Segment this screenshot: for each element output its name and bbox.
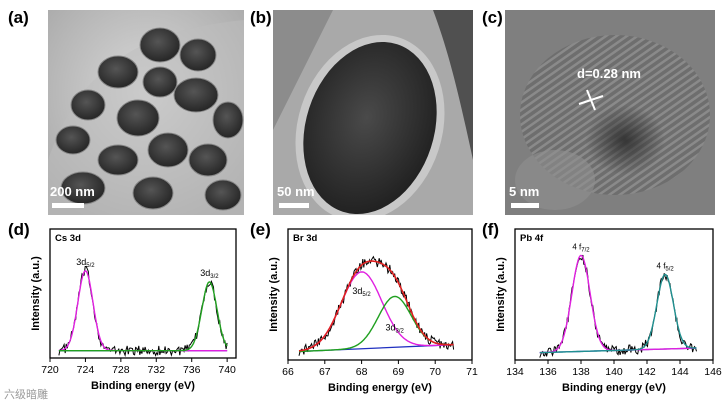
scale-label-c: 5 nm <box>509 184 540 199</box>
chart-2: 66 67 68 69 70 71 Binding energy (eV) Intensity… <box>268 228 478 394</box>
x-tick-label: 736 <box>183 364 201 376</box>
panel-label-d: (d) <box>8 220 30 239</box>
x-tick-label: 69 <box>393 366 405 378</box>
x-tick-label: 66 <box>282 366 294 378</box>
x-tick-label: 138 <box>572 366 590 378</box>
peak-label: 4 f7/2 <box>572 242 590 253</box>
panel-label-b: (b) <box>250 8 272 27</box>
tem-micrograph-c <box>505 10 715 215</box>
y-axis-label: Intensity (a.u.) <box>268 257 280 332</box>
panel-label-a: (a) <box>8 8 29 27</box>
chart-title: Pb 4f <box>520 233 544 244</box>
plot-frame <box>49 228 237 359</box>
chart-title: Br 3d <box>293 233 317 244</box>
tem-micrograph-b <box>273 10 473 215</box>
x-tick-label: 67 <box>319 366 331 378</box>
chart-3: 134 136 138 140 142 144 146 Binding energy (eV)… <box>495 228 722 394</box>
panel-label-f: (f) <box>482 220 499 239</box>
peak-label: 4 f5/2 <box>657 261 675 272</box>
chart-title: Cs 3d <box>55 233 81 244</box>
plot-frame <box>287 228 473 361</box>
x-tick-label: 720 <box>41 364 59 376</box>
peak-label: 3d5/2 <box>352 286 371 298</box>
scale-label-b: 50 nm <box>277 184 315 199</box>
x-tick-label: 140 <box>605 366 623 378</box>
panel-label-e: (e) <box>250 220 271 239</box>
fit-envelope <box>298 260 454 352</box>
peak-label: 3d5/2 <box>76 257 95 269</box>
fit-peak-2 <box>58 281 228 352</box>
tem-image-a: 200 nm <box>48 10 244 215</box>
chart-1: 720 724 728 732 736 740 Binding energy (eV) Int… <box>30 228 237 392</box>
x-axis-label: Binding energy (eV) <box>91 380 195 392</box>
scale-bar-a <box>52 203 84 208</box>
peak-label: 3d3/2 <box>386 322 405 334</box>
watermark: 六级暗雕 <box>4 389 48 401</box>
x-tick-label: 134 <box>506 366 524 378</box>
scale-label-a: 200 nm <box>50 184 95 199</box>
x-tick-label: 728 <box>112 364 130 376</box>
y-axis-label: Intensity (a.u.) <box>495 257 507 332</box>
tem-image-c: d=0.28 nm 5 nm <box>505 10 715 215</box>
fit-peak-2 <box>539 273 697 354</box>
tem-image-b: 50 nm <box>273 10 473 215</box>
x-tick-label: 136 <box>539 366 557 378</box>
x-tick-label: 724 <box>77 364 95 376</box>
x-tick-label: 70 <box>429 366 441 378</box>
x-axis-label: Binding energy (eV) <box>562 382 666 394</box>
x-tick-label: 142 <box>638 366 656 378</box>
panel-label-c: (c) <box>482 8 503 27</box>
x-tick-label: 144 <box>671 366 689 378</box>
x-tick-label: 740 <box>218 364 236 376</box>
peak-label: 3d3/2 <box>200 268 219 280</box>
scale-bar-c <box>511 203 539 208</box>
x-tick-label: 732 <box>148 364 166 376</box>
scale-bar-b <box>279 203 309 208</box>
y-axis-label: Intensity (a.u.) <box>30 256 42 331</box>
x-tick-label: 68 <box>356 366 368 378</box>
x-axis-label: Binding energy (eV) <box>328 382 432 394</box>
tem-micrograph-a <box>48 10 244 215</box>
lattice-spacing-label: d=0.28 nm <box>577 66 641 81</box>
x-tick-label: 146 <box>704 366 722 378</box>
x-tick-label: 71 <box>466 366 478 378</box>
